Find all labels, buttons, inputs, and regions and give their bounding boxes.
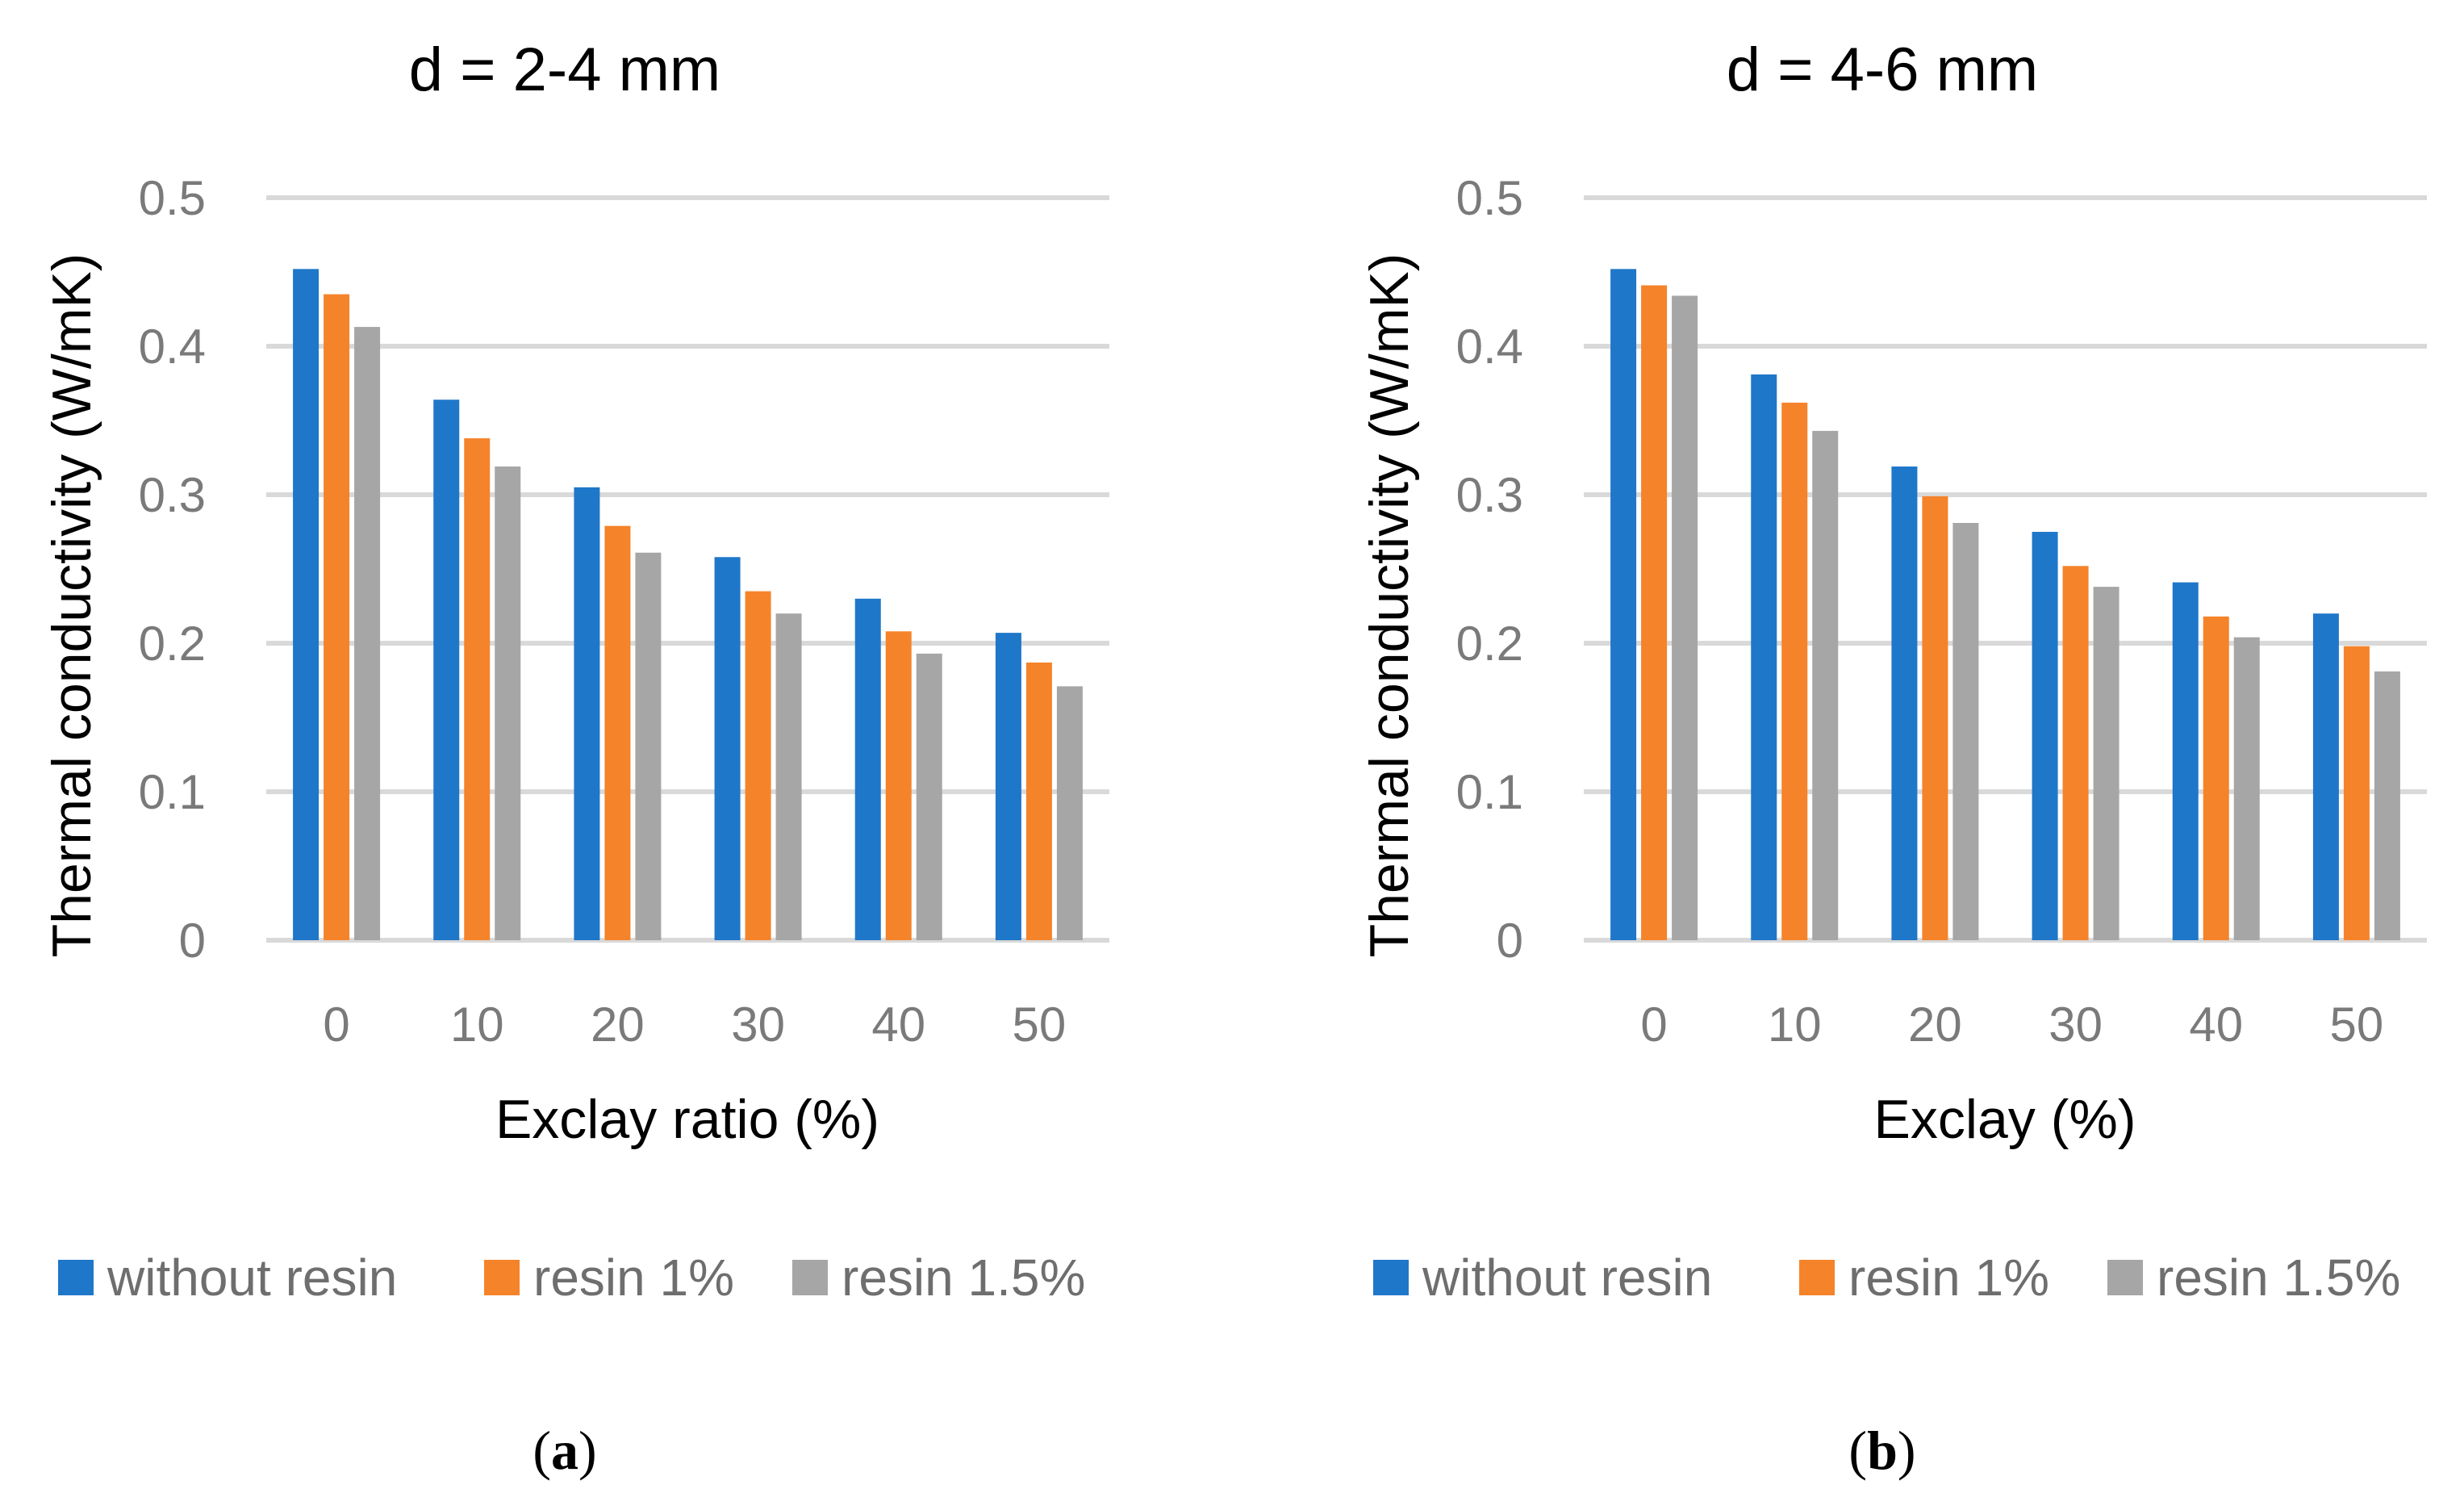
y-tick-label: 0.4 — [139, 320, 206, 374]
bar — [1641, 285, 1668, 940]
legend-label: resin 1.5% — [842, 1249, 1085, 1307]
chart-a: d = 2-4 mm 00.10.20.30.40.5 0 10 20 30 40 50 … — [41, 36, 1109, 1481]
y-tick-label: 0.4 — [1456, 320, 1523, 374]
x-tick-label: 40 — [2189, 998, 2243, 1052]
x-axis-label: Exclay (%) — [1874, 1089, 2136, 1150]
legend-swatch — [1799, 1260, 1835, 1295]
bar — [1922, 496, 1948, 940]
bar — [604, 525, 631, 940]
legend-label: resin 1% — [1848, 1249, 2049, 1307]
y-tick-label: 0 — [179, 914, 206, 968]
chart-b: d = 4-6 mm 00.10.20.30.40.5 0 10 20 30 40 50 … — [1359, 36, 2427, 1481]
x-tick-label: 30 — [731, 998, 785, 1052]
bar — [1781, 402, 1808, 940]
y-axis-label: Thermal conductivity (W/mK) — [1359, 253, 1420, 958]
x-tick-labels: 0 10 20 30 40 50 — [1640, 998, 2383, 1052]
legend-swatch — [484, 1260, 520, 1295]
bar — [916, 653, 942, 940]
y-tick-labels: 0 0.1 0.2 0.3 0.4 0.5 — [139, 171, 206, 968]
y-tick-label: 0.1 — [139, 765, 206, 819]
x-tick-label: 20 — [591, 998, 645, 1052]
bar — [495, 466, 521, 940]
x-tick-label: 50 — [2330, 998, 2384, 1052]
y-axis-label: Thermal conductivity (W/mK) — [41, 253, 102, 958]
x-tick-label: 0 — [1640, 998, 1667, 1052]
caption-letter: a — [551, 1420, 578, 1481]
legend-swatch — [58, 1260, 94, 1295]
bar — [354, 327, 381, 941]
legend-label: without resin — [106, 1249, 397, 1307]
bar — [2032, 532, 2058, 940]
bar — [1812, 430, 1839, 940]
bar — [775, 613, 802, 940]
bar — [1952, 522, 1979, 940]
bar — [324, 294, 350, 941]
bar — [2172, 582, 2199, 940]
chart-title: d = 2-4 mm — [409, 36, 720, 104]
chart-title: d = 4-6 mm — [1727, 36, 2038, 104]
bars — [1610, 269, 2400, 941]
bar — [2093, 587, 2119, 940]
x-tick-labels: 0 10 20 30 40 50 — [323, 998, 1066, 1052]
legend-label: resin 1.5% — [2157, 1249, 2400, 1307]
x-tick-label: 10 — [450, 998, 504, 1052]
panel-caption: (b) — [1848, 1420, 1915, 1481]
bar — [1751, 374, 1777, 941]
y-tick-label: 0 — [1497, 914, 1523, 968]
x-tick-label: 0 — [323, 998, 349, 1052]
x-tick-label: 10 — [1768, 998, 1822, 1052]
caption-letter: b — [1867, 1420, 1898, 1481]
bar — [433, 399, 460, 940]
bar — [1672, 295, 1698, 940]
y-tick-label: 0.5 — [1456, 171, 1523, 225]
bar — [1610, 269, 1637, 940]
legend: without resin resin 1% resin 1.5% — [58, 1249, 1085, 1307]
y-tick-label: 0.3 — [1456, 468, 1523, 522]
gridlines — [1584, 195, 2427, 943]
bar — [635, 552, 662, 940]
bar — [1891, 466, 1918, 940]
legend-swatch — [1373, 1260, 1409, 1295]
x-tick-label: 40 — [871, 998, 925, 1052]
legend: without resin resin 1% resin 1.5% — [1373, 1249, 2400, 1307]
x-axis-label: Exclay ratio (%) — [495, 1089, 879, 1150]
y-tick-label: 0.1 — [1456, 765, 1523, 819]
y-tick-label: 0.2 — [139, 617, 206, 671]
bar — [2062, 566, 2089, 940]
bar — [1025, 662, 1052, 940]
bars — [293, 269, 1083, 941]
legend-label: resin 1% — [533, 1249, 734, 1307]
x-tick-label: 20 — [1908, 998, 1962, 1052]
bar — [2233, 637, 2260, 940]
bar — [2343, 646, 2370, 940]
bar — [714, 557, 741, 940]
bar — [293, 269, 319, 940]
bar — [2374, 671, 2400, 940]
y-tick-labels: 0 0.1 0.2 0.3 0.4 0.5 — [1456, 171, 1523, 968]
bar — [2312, 613, 2339, 940]
y-tick-label: 0.5 — [139, 171, 206, 225]
y-tick-label: 0.2 — [1456, 617, 1523, 671]
legend-swatch — [792, 1260, 828, 1295]
y-tick-label: 0.3 — [139, 468, 206, 522]
panel-caption: (a) — [532, 1420, 596, 1481]
bar — [885, 631, 912, 940]
bar — [854, 598, 881, 940]
bar — [2203, 616, 2229, 940]
bar — [574, 487, 600, 940]
bar — [1056, 686, 1083, 940]
legend-swatch — [2107, 1260, 2143, 1295]
x-tick-label: 30 — [2048, 998, 2103, 1052]
bar — [745, 591, 771, 940]
gridlines — [266, 195, 1109, 943]
bar — [995, 633, 1021, 940]
bar — [464, 438, 491, 940]
x-tick-label: 50 — [1013, 998, 1067, 1052]
legend-label: without resin — [1422, 1249, 1712, 1307]
